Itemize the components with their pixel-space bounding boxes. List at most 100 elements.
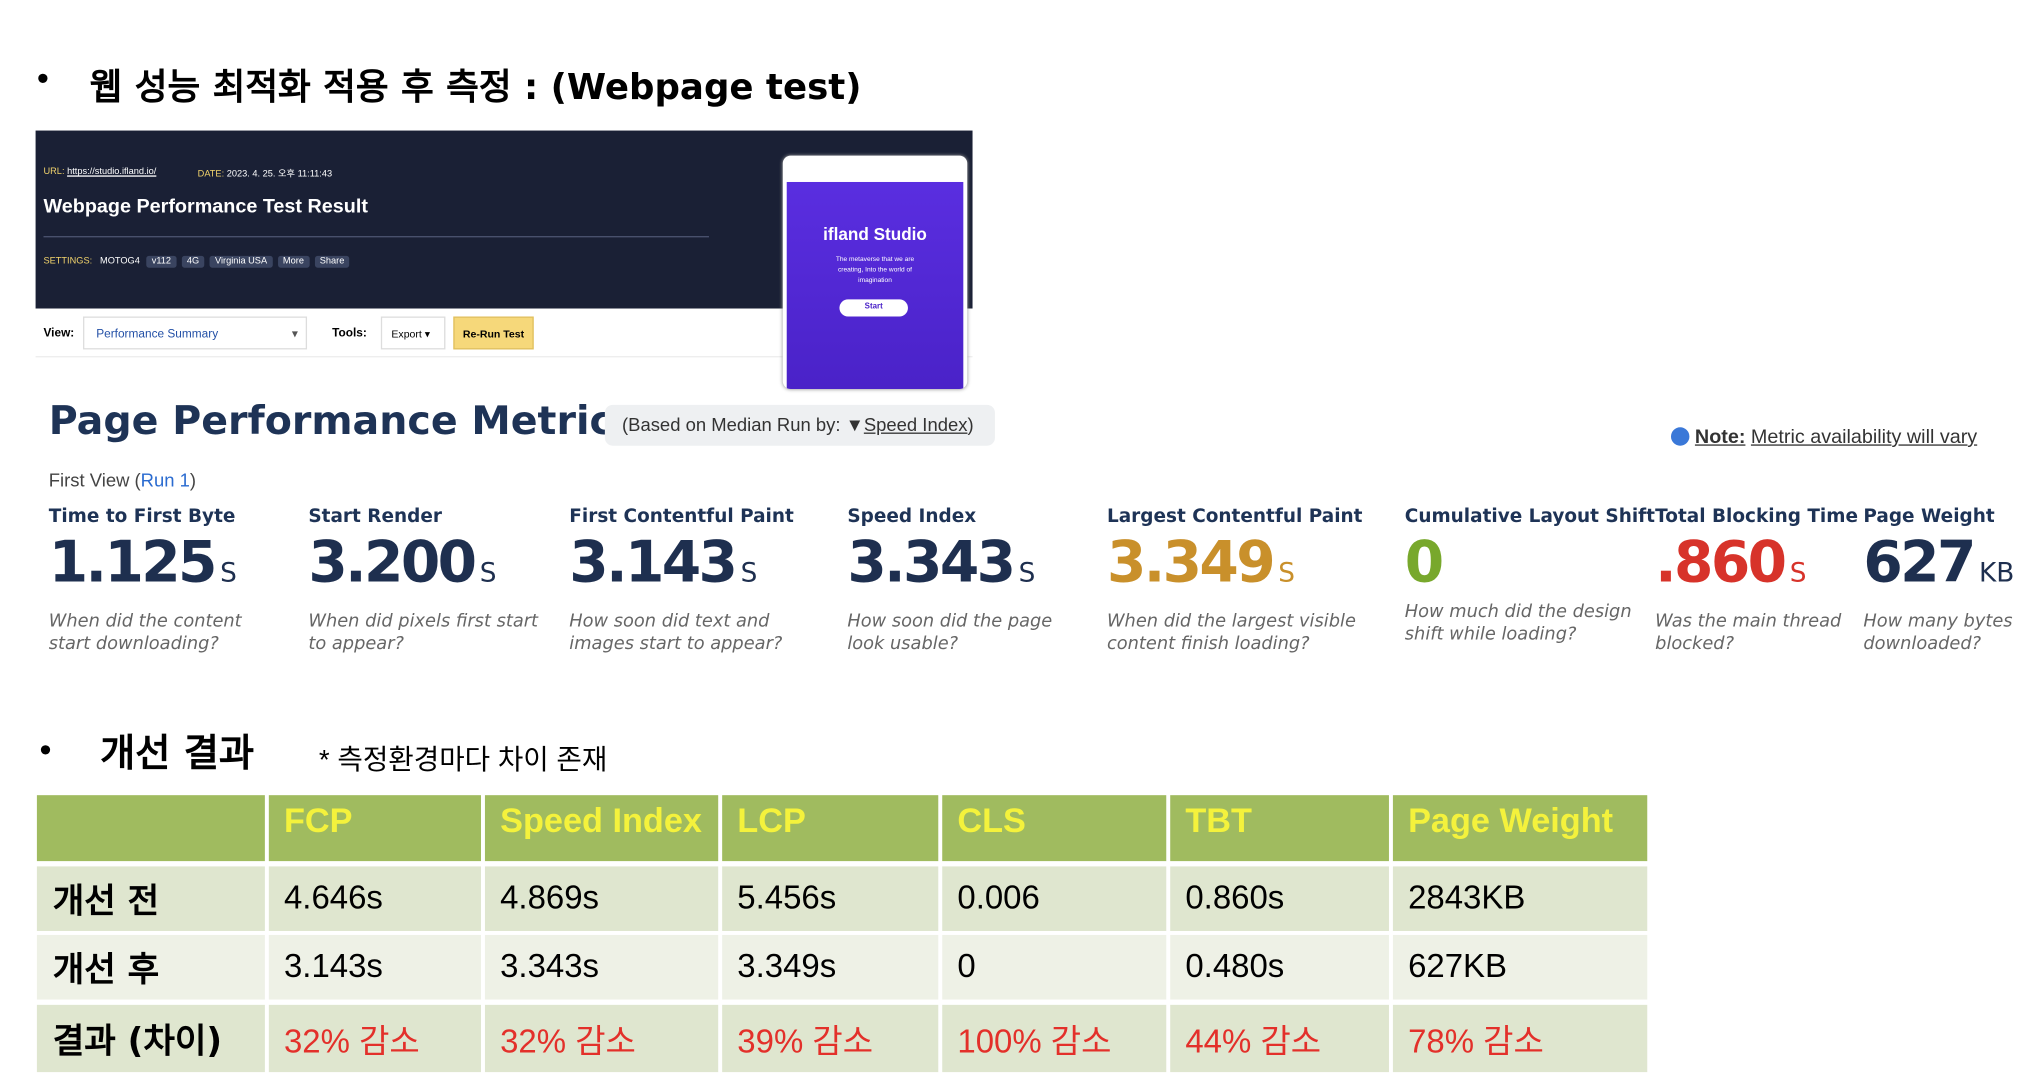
- export-label: Export: [391, 328, 422, 341]
- metric-value-row: 3.200 S: [308, 530, 545, 605]
- table-cell: 0.006: [941, 866, 1166, 932]
- table-cell: 0.860s: [1169, 866, 1389, 932]
- metric-label: First Contentful Paint: [569, 506, 794, 528]
- phone-brand: ifland Studio: [823, 224, 927, 244]
- settings-row: SETTINGS: MOTOG4 v112 4G Virginia USA More Sh…: [43, 255, 354, 268]
- view-label: View:: [43, 325, 75, 339]
- metric-value-row: .860 S: [1655, 530, 1853, 605]
- note-label: Note:: [1694, 425, 1746, 449]
- table-cell: 5.456s: [721, 866, 938, 932]
- table-cell: 3.343s: [484, 934, 718, 1000]
- metric-value: 3.200: [308, 530, 477, 597]
- metric-value-row: 3.343 S: [847, 530, 1084, 605]
- section-title: 개선 결과: [100, 730, 255, 776]
- metric-unit: S: [740, 556, 758, 589]
- metric-value: 0: [1404, 530, 1444, 597]
- metric-value-row: 1.125 S: [49, 530, 286, 605]
- table-cell: 78% 감소: [1392, 1004, 1647, 1073]
- export-button[interactable]: Export ▾: [380, 316, 446, 350]
- metric-value: 3.143: [569, 530, 738, 597]
- table-cell: 0: [941, 934, 1166, 1000]
- median-link[interactable]: Speed Index: [863, 414, 968, 436]
- view-select[interactable]: Performance Summary ▾: [83, 316, 308, 350]
- row-label: 개선 후: [36, 934, 265, 1000]
- phone-preview: ifland Studio The metaverse that we are …: [782, 155, 968, 390]
- table-header-cell: Speed Index: [484, 795, 718, 862]
- setting-chip: MOTOG4: [100, 257, 140, 267]
- metric-desc: How soon did text and images start to ap…: [569, 610, 783, 655]
- rerun-button[interactable]: Re-Run Test: [453, 316, 534, 350]
- metric-value-row: 0: [1405, 530, 1649, 596]
- table-header-cell: LCP: [721, 795, 938, 862]
- metric-label: Page Weight: [1863, 506, 1995, 528]
- table-cell: 100% 감소: [941, 1004, 1166, 1073]
- median-prefix: (Based on Median Run by: ▼: [622, 414, 864, 436]
- table-header-cell: FCP: [268, 795, 481, 862]
- table-header-cell: TBT: [1169, 795, 1389, 862]
- metric: First Contentful Paint 3.143 S How soon did…: [569, 506, 819, 655]
- divider: [43, 236, 709, 238]
- bullet: •: [36, 58, 49, 98]
- table-header-cell: Page Weight: [1392, 795, 1647, 862]
- setting-chip: 4G: [181, 255, 205, 268]
- metric: Largest Contentful Paint 3.349 S When did t…: [1107, 506, 1384, 655]
- first-view-end: ): [189, 469, 197, 491]
- metric-value: 3.343: [847, 530, 1016, 597]
- metrics-title: Page Performance Metrics: [48, 398, 637, 445]
- run-link[interactable]: Run 1: [140, 469, 190, 491]
- date: 2023. 4. 25. 오후 11:11:43: [226, 170, 333, 180]
- url-row: URL: https://studio.ifland.io/: [43, 167, 156, 176]
- phone-screen: [786, 181, 964, 390]
- metric-value: 3.349: [1106, 530, 1276, 597]
- metric-unit: KB: [1979, 556, 2015, 589]
- metric: Total Blocking Time .860 S Was the main thr…: [1655, 506, 1858, 655]
- median-pill: (Based on Median Run by: ▼Speed Index): [604, 404, 995, 446]
- settings-label: SETTINGS:: [43, 257, 93, 267]
- metric-label: Time to First Byte: [48, 506, 236, 528]
- view-value: Performance Summary: [96, 327, 219, 341]
- table-cell: 3.349s: [721, 934, 938, 1000]
- metric: Start Render 3.200 S When did pixels first …: [308, 506, 545, 655]
- metric: Time to First Byte 1.125 S When did the con…: [49, 506, 286, 655]
- first-view: First View (Run 1): [49, 469, 196, 490]
- metric-value-row: 627 KB: [1863, 530, 2028, 605]
- table-cell: 2843KB: [1392, 866, 1647, 932]
- note: Note: Metric availability will vary: [1670, 425, 1977, 449]
- setting-chip: v112: [146, 255, 177, 268]
- setting-chip: Share: [314, 255, 350, 268]
- metric: Page Weight 627 KB How many bytes downloade…: [1863, 506, 2028, 655]
- tools-label: Tools:: [332, 325, 367, 339]
- metric-unit: S: [1278, 556, 1296, 589]
- row-label: 개선 전: [36, 866, 265, 932]
- metric-value: .860: [1655, 530, 1787, 597]
- table-header-cell: [36, 795, 265, 862]
- info-icon: [1670, 427, 1690, 446]
- date-label: DATE:: [197, 170, 225, 180]
- metric-desc: When did the largest visible content fin…: [1106, 610, 1356, 655]
- table-cell: 44% 감소: [1169, 1004, 1389, 1073]
- metric-value: 627: [1863, 530, 1976, 597]
- url-label: URL:: [43, 167, 65, 177]
- metric-desc: When did pixels first start to appear?: [308, 610, 539, 655]
- median-suffix: ): [967, 414, 974, 436]
- metric-desc: Was the main thread blocked?: [1655, 610, 1842, 655]
- metric-value-row: 3.349 S: [1107, 530, 1384, 605]
- url-link[interactable]: https://studio.ifland.io/: [67, 167, 157, 177]
- metric-label: Largest Contentful Paint: [1106, 506, 1363, 528]
- metric-label: Speed Index: [847, 506, 977, 528]
- table-cell: 4.646s: [268, 866, 481, 932]
- metric-unit: S: [479, 556, 497, 589]
- metric-desc: How soon did the page look usable?: [847, 610, 1053, 655]
- phone-start[interactable]: Start: [839, 299, 908, 317]
- section-note: * 측정환경마다 차이 존재: [318, 745, 608, 776]
- phone-tagline: The metaverse that we are creating, Into…: [835, 255, 915, 285]
- table-cell: 3.143s: [268, 934, 481, 1000]
- metric-label: Start Render: [308, 506, 442, 528]
- metric-unit: S: [1018, 556, 1036, 589]
- result-title: Webpage Performance Test Result: [43, 195, 368, 218]
- section-title: 웹 성능 최적화 적용 후 측정 : (Webpage test): [89, 67, 862, 109]
- metric-value-row: 3.143 S: [569, 530, 819, 605]
- bullet: •: [39, 729, 52, 769]
